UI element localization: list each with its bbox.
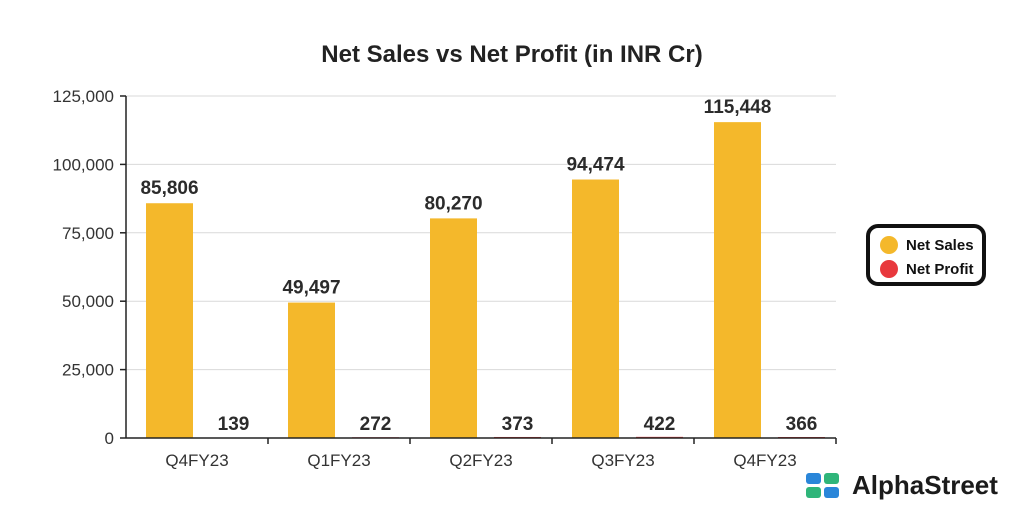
x-tick-label: Q1FY23 [307,451,370,470]
net-sales-swatch-icon [880,236,898,254]
data-label-net-profit: 366 [786,414,818,435]
bar-net-sales [288,302,335,438]
x-tick-label: Q2FY23 [449,451,512,470]
bar-net-sales [572,179,619,438]
alphastreet-logo-icon [806,472,839,498]
bar-net-sales [430,218,477,438]
bar-net-sales [714,122,761,438]
y-axis-tick-labels: 0 25,000 50,000 75,000 100,000 125,000 [53,87,114,448]
y-tick-label: 75,000 [62,224,114,243]
net-profit-swatch-icon [880,260,898,278]
legend: Net Sales Net Profit [866,224,986,286]
y-tick-label: 100,000 [53,155,114,174]
data-label-net-profit: 422 [644,414,676,435]
legend-label: Net Profit [906,260,974,278]
legend-item-net-profit: Net Profit [880,258,974,280]
data-label-net-profit: 373 [502,414,534,435]
brand-name: AlphaStreet [852,470,998,500]
x-tick-label: Q4FY23 [733,451,796,470]
chart-title: Net Sales vs Net Profit (in INR Cr) [321,41,702,68]
x-tick-label: Q4FY23 [165,451,228,470]
legend-label: Net Sales [906,236,974,254]
y-tick-label: 0 [105,429,114,448]
y-tick-label: 25,000 [62,361,114,380]
data-label-net-profit: 139 [218,414,250,435]
bar-net-sales [146,203,193,438]
bars [146,122,825,439]
data-label-net-sales: 85,806 [140,178,198,199]
data-label-net-sales: 94,474 [566,155,625,176]
y-tick-label: 50,000 [62,292,114,311]
data-label-net-profit: 272 [360,414,392,435]
x-tick-label: Q3FY23 [591,451,654,470]
legend-item-net-sales: Net Sales [880,234,974,256]
x-axis-tick-labels: Q4FY23 Q1FY23 Q2FY23 Q3FY23 Q4FY23 [165,451,796,470]
data-labels: 85,806 139 49,497 272 80,270 373 94,474 422 115,… [140,97,817,435]
brand: AlphaStreet [806,470,998,501]
data-label-net-sales: 115,448 [704,97,772,118]
data-label-net-sales: 80,270 [424,193,482,214]
y-tick-label: 125,000 [53,87,114,106]
data-label-net-sales: 49,497 [282,278,340,299]
